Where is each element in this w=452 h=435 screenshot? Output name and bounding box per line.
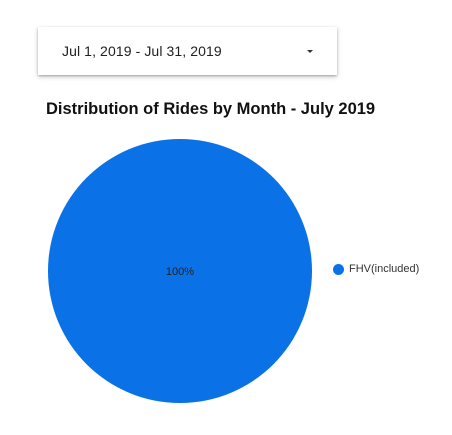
dropdown-arrow-icon[interactable] bbox=[307, 49, 313, 53]
legend-label: FHV(included) bbox=[349, 263, 420, 275]
pie-slice-label-0: 100% bbox=[166, 266, 194, 278]
date-range-picker[interactable]: Jul 1, 2019 - Jul 31, 2019 bbox=[38, 27, 337, 75]
pie-slices bbox=[48, 139, 312, 403]
pie-labels: 100% bbox=[166, 266, 194, 278]
pie-slice-0[interactable] bbox=[48, 139, 312, 403]
chart-title: Distribution of Rides by Month - July 20… bbox=[46, 100, 376, 118]
chart-legend: FHV(included) bbox=[333, 263, 419, 275]
legend-swatch bbox=[333, 263, 344, 275]
date-range-label: Jul 1, 2019 - Jul 31, 2019 bbox=[62, 43, 222, 59]
